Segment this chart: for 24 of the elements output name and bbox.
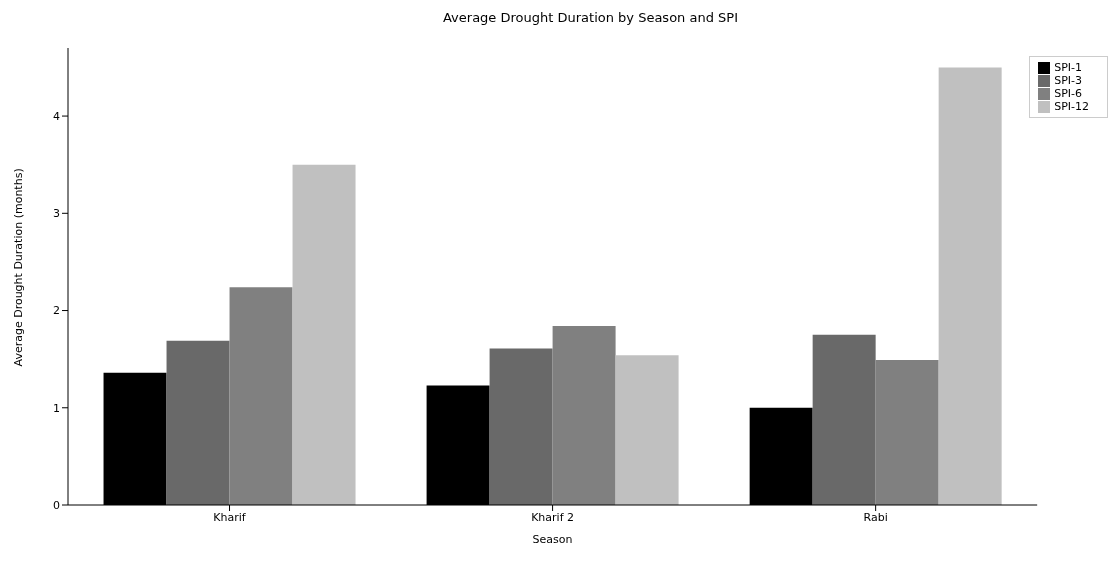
x-axis-title: Season <box>532 533 573 546</box>
legend-label: SPI-3 <box>1054 74 1082 87</box>
y-tick-label: 0 <box>53 498 60 512</box>
y-tick-label: 3 <box>53 207 60 221</box>
y-tick-label: 2 <box>53 304 60 318</box>
bar <box>875 360 939 505</box>
bar <box>615 355 679 505</box>
x-tick-label: Kharif <box>213 510 247 524</box>
x-tick-label: Rabi <box>863 510 888 524</box>
bar <box>166 340 230 505</box>
bar <box>812 334 876 505</box>
bar <box>489 348 553 505</box>
y-axis-title: Average Drought Duration (months) <box>11 168 25 367</box>
y-tick-label: 1 <box>53 401 60 415</box>
bar <box>292 164 356 505</box>
x-tick-label: Kharif 2 <box>531 510 575 524</box>
legend-label: SPI-6 <box>1054 87 1082 100</box>
legend-label: SPI-12 <box>1054 100 1089 113</box>
bar <box>229 287 293 505</box>
bar <box>938 67 1002 505</box>
legend-label: SPI-1 <box>1054 61 1082 74</box>
y-tick-label: 4 <box>53 109 60 123</box>
bar <box>552 326 616 505</box>
chart-title: Average Drought Duration by Season and SPI <box>442 10 739 25</box>
